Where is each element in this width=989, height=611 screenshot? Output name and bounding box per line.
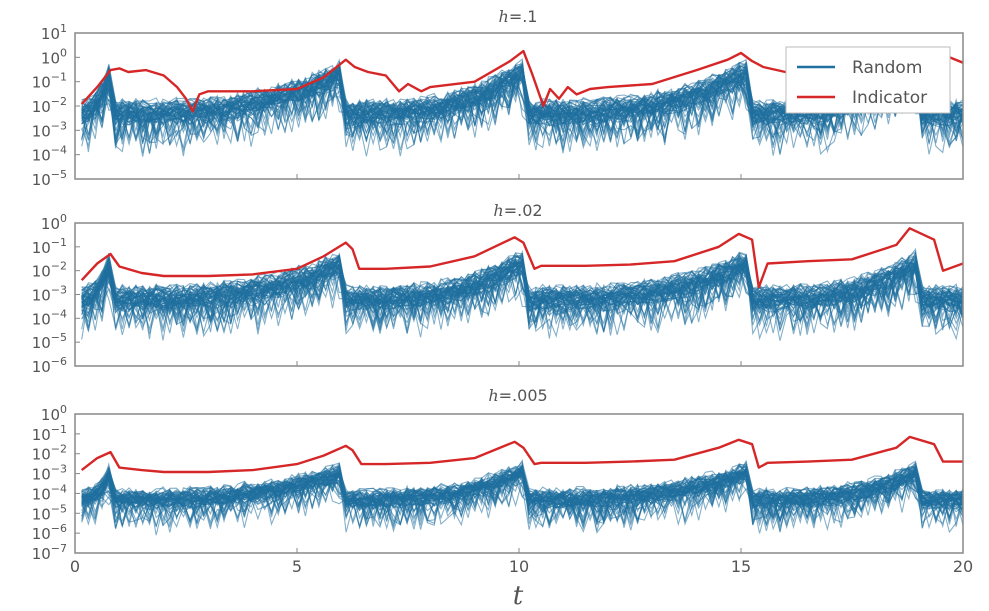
indicator-series-line	[80, 227, 963, 289]
y-tick-label: 10−3	[32, 284, 67, 305]
y-tick-label: 10−2	[32, 443, 67, 464]
y-tick-label: 10−4	[32, 482, 67, 503]
y-tick-label: 10−2	[32, 260, 67, 281]
random-series-line	[81, 260, 963, 339]
legend-label: Indicator	[852, 88, 927, 108]
random-series-line	[81, 251, 963, 312]
panel-title: h=.1	[499, 7, 538, 26]
y-tick-label: 10−4	[32, 307, 67, 328]
panel-title: h=.005	[488, 386, 547, 405]
random-series-line	[81, 472, 963, 534]
random-series-line	[81, 460, 963, 520]
x-tick-label: 0	[70, 557, 80, 576]
random-series-group	[81, 247, 963, 341]
x-tick-label: 10	[509, 557, 529, 576]
y-tick-label: 10−5	[32, 502, 67, 523]
y-tick-label: 10−1	[32, 71, 67, 92]
y-tick-label: 10−1	[32, 423, 67, 444]
x-tick-label: 20	[953, 557, 973, 576]
random-series-line	[81, 462, 963, 522]
y-tick-label: 10−2	[32, 95, 67, 116]
random-series-line	[81, 467, 963, 527]
y-tick-label: 10−6	[32, 522, 67, 543]
y-tick-label: 100	[41, 403, 67, 424]
random-series-group	[81, 458, 963, 536]
y-tick-label: 10−6	[32, 355, 67, 376]
random-series-line	[81, 65, 963, 149]
panels-group: 10110010−110−210−310−410−5h=.1RandomIndi…	[32, 7, 973, 576]
legend: Random Indicator	[785, 46, 951, 114]
y-tick-label: 10−4	[32, 144, 67, 165]
y-tick-label: 10−5	[32, 331, 67, 352]
y-tick-label: 100	[41, 46, 67, 67]
random-series-line	[81, 262, 963, 335]
y-tick-label: 101	[41, 22, 67, 43]
random-series-line	[81, 254, 963, 325]
panel-title: h=.02	[493, 201, 542, 220]
y-tick-label: 10−3	[32, 119, 67, 140]
y-tick-label: 10−3	[32, 463, 67, 484]
y-tick-label: 10−1	[32, 236, 67, 257]
legend-label: Random	[852, 58, 922, 78]
panel-1: 101 100 10−1 10−2 10−3 10−4 10−5 h=.1 Random Indi…	[32, 7, 964, 189]
legend-box	[785, 46, 951, 114]
x-axis-label: t	[513, 581, 524, 611]
y-tick-label: 100	[41, 212, 67, 233]
indicator-series-line	[80, 435, 963, 474]
y-tick-label: 10−5	[32, 168, 67, 189]
panel-2: 100 10−1 10−2 10−310−4 10−5 10−6 h=.02	[32, 201, 964, 376]
y-tick-label: 10−7	[32, 542, 67, 563]
indicator-series-line	[80, 49, 963, 113]
x-tick-label: 15	[731, 557, 751, 576]
x-tick-label: 5	[292, 557, 302, 576]
random-series-line	[81, 254, 963, 330]
